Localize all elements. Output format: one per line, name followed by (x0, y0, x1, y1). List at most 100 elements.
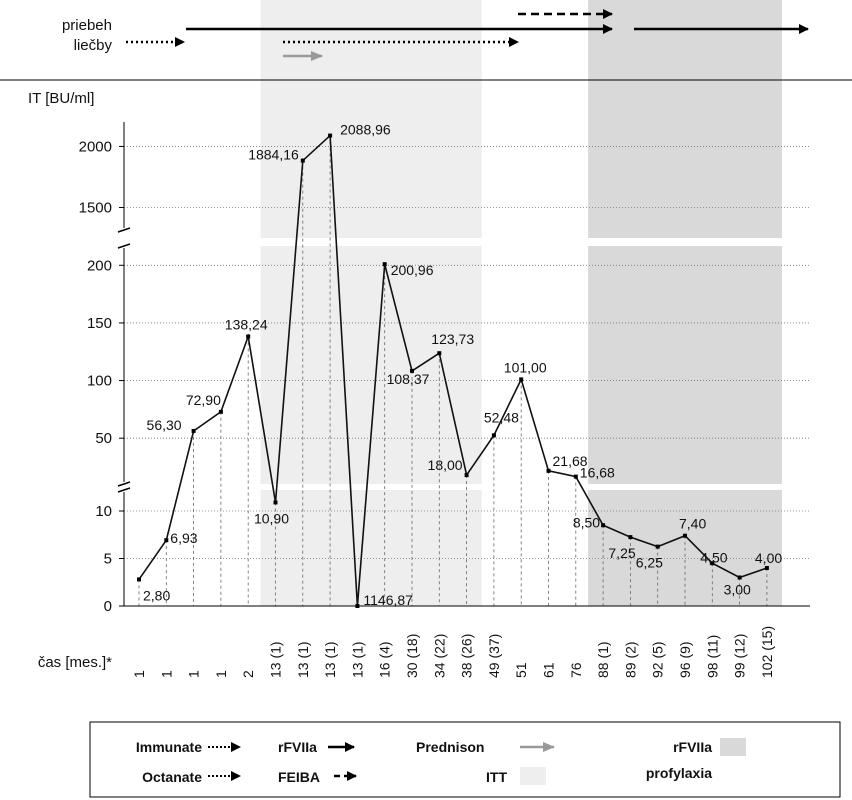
legend-rfviia-label: rFVIIa (278, 739, 317, 755)
x-tick-label: 1 (158, 670, 174, 678)
data-label: 108,37 (387, 371, 430, 387)
x-tick-label: 51 (513, 662, 529, 678)
x-tick-label: 13 (1) (349, 641, 365, 678)
x-tick-label: 88 (1) (595, 641, 611, 678)
x-tick-label: 13 (1) (295, 641, 311, 678)
shade-itt-top (260, 0, 482, 238)
data-label: 21,68 (553, 453, 588, 469)
x-tick-label: 49 (37) (486, 634, 502, 678)
y-tick-label: 150 (87, 315, 112, 332)
x-tick-label: 16 (4) (377, 641, 393, 678)
axis-break-bottom (117, 481, 131, 493)
data-point (655, 544, 660, 549)
shade-profylaxia-top (588, 0, 782, 238)
data-label: 16,68 (580, 465, 615, 481)
x-tick-label: 102 (15) (759, 626, 775, 678)
data-label: 4,00 (755, 550, 782, 566)
x-tick-label: 99 (12) (732, 634, 748, 678)
data-label: 56,30 (147, 417, 182, 433)
x-tick-label: 30 (18) (404, 634, 420, 678)
x-tick-label: 34 (22) (431, 634, 447, 678)
x-tick-label: 2 (240, 670, 256, 678)
x-tick-label: 89 (2) (622, 641, 638, 678)
x-tick-label: 61 (541, 662, 557, 678)
data-point (737, 575, 742, 580)
data-point (300, 158, 305, 163)
legend-prof-label-1: rFVIIa (673, 739, 712, 755)
data-label: 200,96 (391, 262, 434, 278)
y-tick-label: 200 (87, 257, 112, 274)
legend-box (89, 721, 841, 798)
x-tick-labels: 1 1 1 1 2 13 (1) 13 (1) 13 (1) 13 (1) 16 (4) 30 (1… (131, 626, 775, 678)
data-label: 2088,96 (340, 122, 391, 138)
data-label: 18,00 (428, 457, 463, 473)
data-label: 52,48 (484, 409, 519, 425)
legend-feiba-label: FEIBA (278, 769, 320, 785)
y-axis-label: IT [BU/ml] (28, 90, 94, 107)
series-line (137, 133, 769, 608)
data-point (437, 351, 442, 356)
legend-immunate-label: Immunate (136, 739, 202, 755)
legend-itt-swatch (520, 767, 546, 785)
legend-itt-label: ITT (486, 769, 507, 785)
y-axis: IT [BU/ml] (28, 90, 810, 607)
x-tick-label: 13 (1) (322, 641, 338, 678)
data-label: 72,90 (186, 392, 221, 408)
therapy-course: priebeh liečby (0, 9, 852, 81)
x-tick-label: 76 (568, 662, 584, 678)
data-label: 6,25 (636, 555, 663, 571)
legend: Immunate Octanate rFVIIa FEIBA Prednison… (89, 721, 841, 798)
titer-line (138, 133, 768, 607)
gridlines (124, 146, 810, 559)
data-label: 3,00 (724, 582, 751, 598)
data-point (382, 262, 387, 267)
data-point (573, 474, 578, 479)
data-point (410, 368, 414, 373)
data-point (546, 468, 551, 473)
data-point (273, 500, 278, 505)
axis-break-top (117, 227, 131, 249)
data-label: 1884,16 (248, 147, 299, 163)
data-point (710, 561, 715, 566)
shade-profylaxia-middle (588, 246, 782, 484)
vertical-guides (138, 135, 768, 606)
data-label: 123,73 (431, 331, 474, 347)
y-tick-label: 5 (104, 551, 112, 568)
legend-prof-swatch (720, 738, 746, 756)
data-point (218, 409, 223, 414)
data-label: 101,00 (504, 359, 547, 375)
data-point (601, 523, 606, 528)
x-tick-label: 13 (1) (268, 641, 284, 678)
x-tick-label: 98 (11) (704, 635, 720, 678)
data-point (519, 377, 524, 382)
data-point (628, 535, 633, 540)
data-label: 7,40 (679, 516, 706, 532)
data-label: 7,25 (608, 545, 635, 561)
data-point (764, 566, 769, 570)
data-label: 10,90 (254, 510, 289, 526)
shaded-regions (260, 0, 782, 606)
data-point (355, 604, 360, 608)
y-tick-label: 100 (87, 373, 112, 390)
x-tick-label: 1 (186, 670, 202, 678)
data-label: 2,80 (143, 587, 170, 603)
course-label-1: priebeh (62, 17, 112, 34)
data-label: 4,50 (700, 549, 727, 565)
data-point (328, 133, 333, 138)
legend-octanate-label: Octanate (142, 769, 202, 785)
data-label: 6,93 (170, 530, 197, 546)
data-point (464, 473, 469, 478)
x-tick-label: 92 (5) (650, 641, 666, 678)
y-tick-label: 2000 (79, 138, 112, 155)
y-tick-label: 1500 (79, 199, 112, 216)
data-label: 138,24 (225, 316, 268, 332)
data-point (191, 428, 196, 433)
y-tick-label: 50 (95, 430, 112, 447)
x-tick-label: 96 (9) (677, 641, 693, 678)
legend-prednison-label: Prednison (416, 739, 484, 755)
y-tick-label: 0 (104, 598, 112, 615)
data-point (683, 533, 687, 538)
